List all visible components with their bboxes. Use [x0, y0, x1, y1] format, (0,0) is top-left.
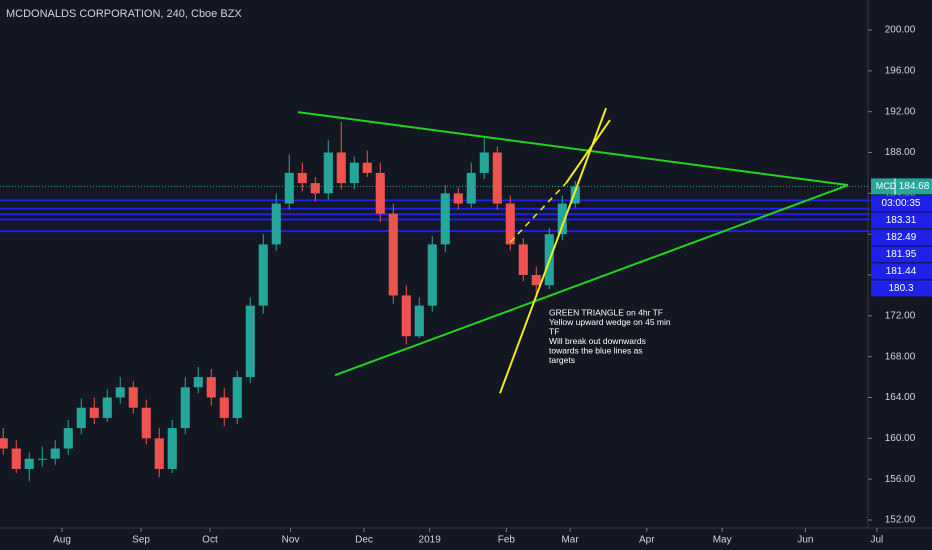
x-tick-label: Jul [870, 535, 883, 546]
y-tick-label: 168.00 [885, 351, 916, 362]
level-box [871, 246, 932, 263]
candle-body [505, 203, 515, 245]
level-box [871, 263, 932, 280]
symbol-label: MCD [876, 181, 897, 191]
candle-body [180, 387, 190, 429]
annotation-text: TF [549, 326, 559, 336]
candle-body [0, 438, 8, 449]
candle-body [323, 152, 333, 194]
candle-body [349, 162, 359, 184]
annotation-text: GREEN TRIANGLE on 4hr TF [549, 307, 663, 317]
y-tick-label: 196.00 [885, 65, 916, 76]
level-label: 182.49 [886, 232, 917, 243]
trend-line [499, 107, 608, 394]
level-label: 181.95 [886, 249, 917, 260]
candle-body [531, 275, 541, 286]
candle-body [193, 377, 203, 388]
x-tick-label: May [713, 535, 732, 546]
candle-body [50, 448, 60, 459]
chart-title: MCDONALDS CORPORATION, 240, Cboe BZX [6, 8, 242, 20]
last-price-label: 184.68 [899, 181, 930, 192]
y-tick-label: 188.00 [885, 147, 916, 158]
candle-body [115, 387, 125, 398]
plot-area [0, 107, 870, 482]
y-tick-label: 152.00 [885, 515, 916, 526]
x-tick-label: Sep [132, 535, 150, 546]
annotation-text: towards the blue lines as [549, 345, 643, 355]
candle-body [24, 458, 34, 469]
y-tick-label: 156.00 [885, 474, 916, 485]
candle-body [141, 407, 151, 439]
candle-body [297, 172, 307, 184]
candle-body [336, 152, 346, 184]
level-box [871, 212, 932, 229]
x-tick-label: 2019 [419, 535, 442, 546]
x-tick-label: Dec [355, 535, 373, 546]
level-label: 183.31 [886, 215, 917, 226]
candle-body [557, 203, 567, 235]
candle-body [154, 438, 164, 469]
level-box [871, 280, 932, 297]
candle-body [375, 172, 385, 214]
x-tick-label: Feb [498, 535, 516, 546]
candle-body [258, 244, 268, 306]
candle-body [518, 244, 528, 275]
x-tick-label: Nov [282, 535, 300, 546]
y-tick-label: 164.00 [885, 392, 916, 403]
candle-body [310, 183, 320, 194]
candle-body [466, 172, 476, 204]
x-tick-label: Jun [797, 535, 813, 546]
trend-line [297, 111, 849, 187]
candle-body [63, 428, 73, 449]
candle-body [388, 213, 398, 296]
candle-body [427, 244, 437, 306]
candle-body [245, 305, 255, 378]
candle-body [89, 407, 99, 418]
countdown-box [871, 195, 932, 212]
candle-body [479, 152, 489, 173]
annotation-text: Will break out downwards [549, 336, 646, 346]
level-label: 181.44 [886, 266, 917, 277]
annotation-text: targets [549, 355, 575, 365]
candle-body [401, 295, 411, 337]
trend-line [565, 119, 611, 184]
candle-body [414, 305, 424, 337]
x-tick-label: Aug [53, 535, 71, 546]
candle-body [11, 448, 21, 469]
candle-body [37, 458, 47, 460]
candle-body [206, 377, 216, 398]
candle-body [453, 193, 463, 204]
y-tick-label: 192.00 [885, 106, 916, 117]
y-tick-label: 200.00 [885, 25, 916, 36]
level-box [871, 229, 932, 246]
trend-line [509, 182, 567, 243]
last-price-box [871, 178, 932, 195]
y-tick-label: 172.00 [885, 310, 916, 321]
x-tick-label: Apr [639, 535, 655, 546]
x-tick-label: Mar [561, 535, 579, 546]
trend-line [334, 184, 849, 377]
candle-body [570, 186, 580, 204]
level-label: 180.3 [888, 283, 913, 294]
candle-body [362, 162, 372, 173]
candle-body [492, 152, 502, 204]
countdown-label: 03:00:35 [882, 198, 921, 209]
candle-body [284, 172, 294, 204]
candle-body [167, 428, 177, 469]
candle-body [219, 397, 229, 418]
candle-body [440, 193, 450, 245]
candle-body [102, 397, 112, 418]
annotation-text: Yellow upward wedge on 45 min [549, 317, 671, 327]
candle-body [128, 387, 138, 408]
candle-body [271, 203, 281, 245]
y-tick-label: 160.00 [885, 433, 916, 444]
x-tick-label: Oct [202, 535, 218, 546]
candle-body [232, 377, 242, 418]
candle-body [76, 407, 86, 429]
